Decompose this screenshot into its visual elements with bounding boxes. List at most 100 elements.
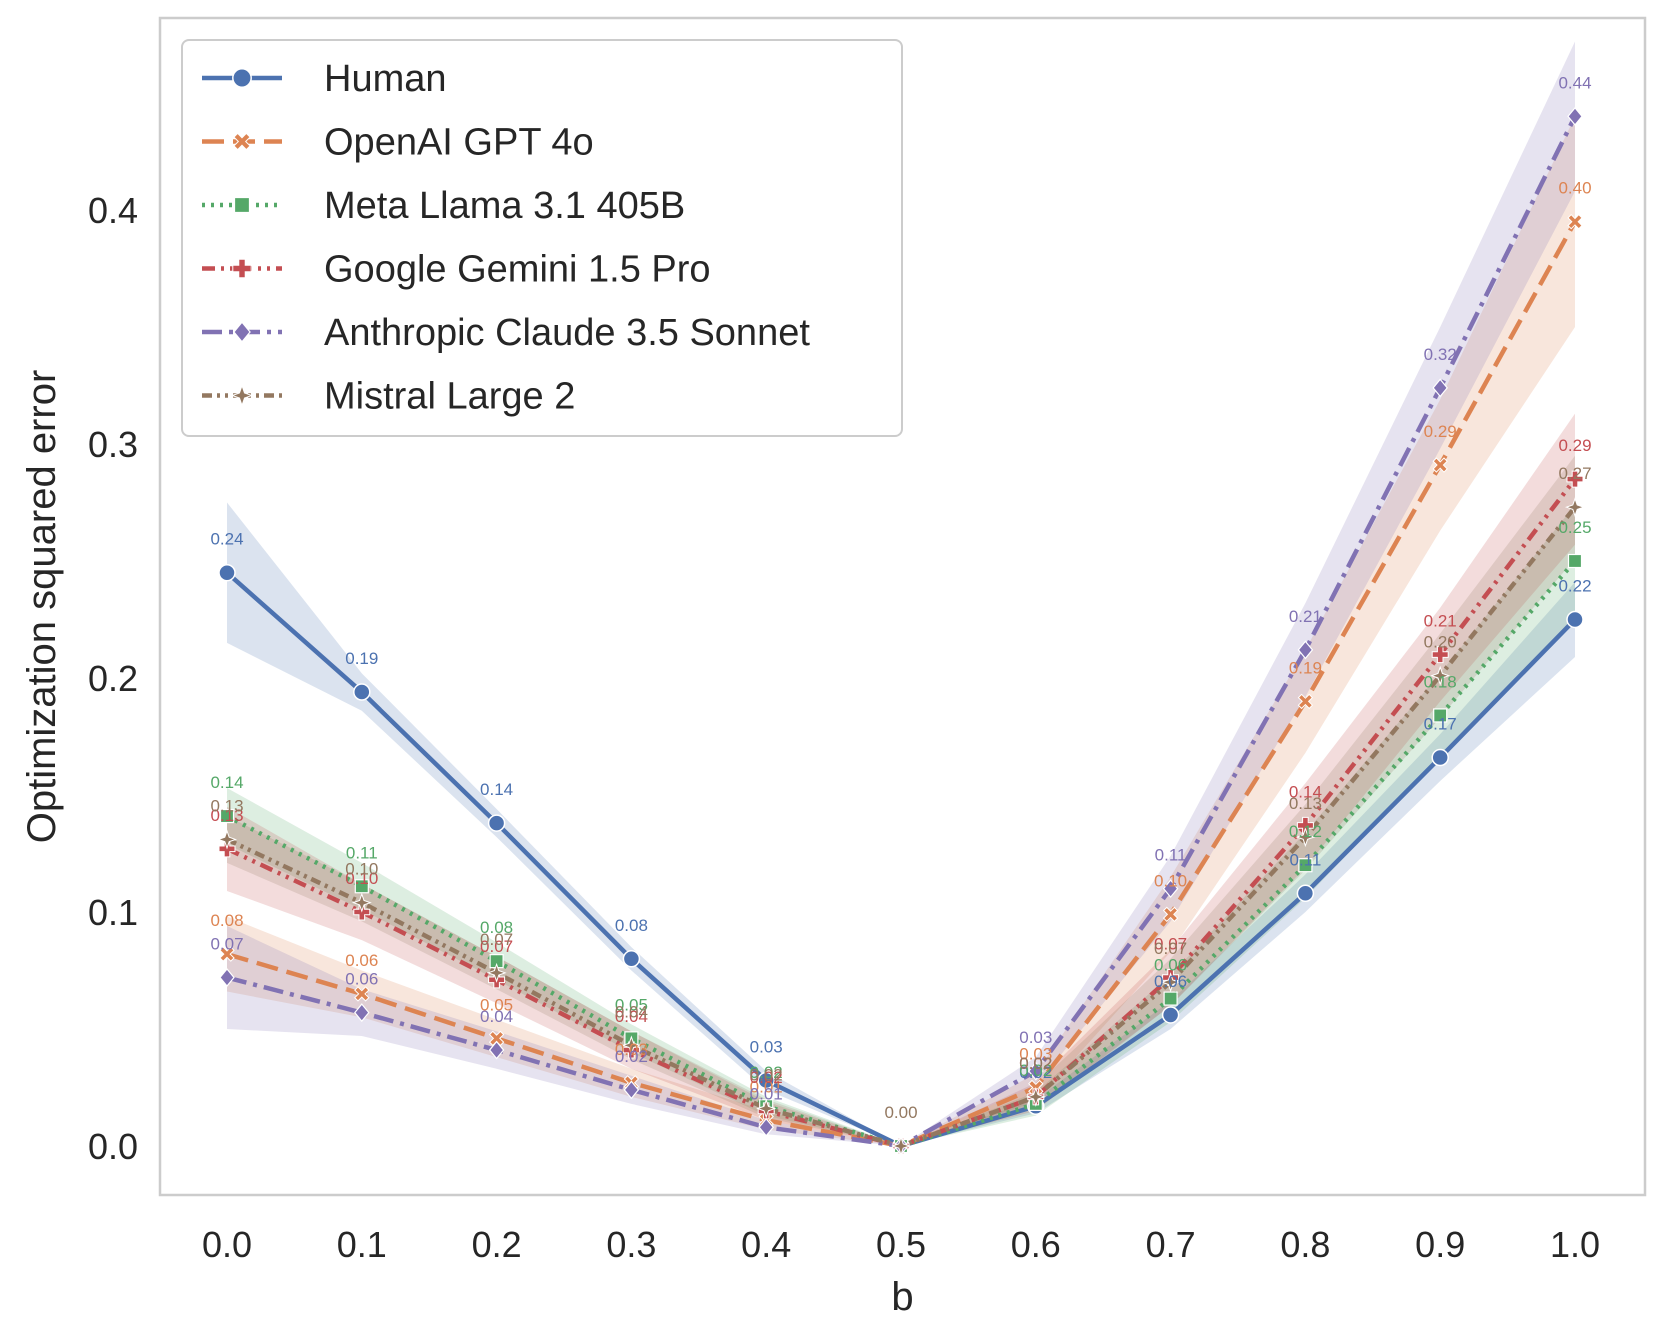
data-label-google-gemini-1-5-pro-3: 0.04 (615, 1007, 648, 1026)
point-openai-gpt-4o-2 (488, 1030, 505, 1047)
point-mistral-large-2-5 (890, 1135, 912, 1157)
point-anthropic-claude-3-5-sonnet-7 (1162, 879, 1179, 899)
point-anthropic-claude-3-5-sonnet-2 (488, 1040, 505, 1060)
data-label-meta-llama-3-1-405b-3: 0.05 (615, 995, 648, 1014)
data-label-anthropic-claude-3-5-sonnet-9: 0.32 (1424, 345, 1457, 364)
legend-entry-mistral-large-2: Mistral Large 2 (202, 376, 575, 418)
x-axis-label: b (891, 1275, 913, 1319)
point-openai-gpt-4o-8 (1297, 693, 1314, 710)
data-label-meta-llama-3-1-405b-7: 0.06 (1154, 956, 1187, 975)
point-human-1 (353, 683, 371, 701)
point-google-gemini-1-5-pro-9 (1431, 646, 1449, 664)
data-label-anthropic-claude-3-5-sonnet-7: 0.11 (1155, 846, 1187, 865)
point-openai-gpt-4o-9 (1432, 457, 1448, 473)
data-label-human-4: 0.03 (750, 1037, 783, 1056)
point-google-gemini-1-5-pro-10 (1566, 470, 1584, 488)
line-meta-llama-3-1-405b (225, 559, 1577, 1149)
data-label-anthropic-claude-3-5-sonnet-4: 0.01 (750, 1084, 783, 1103)
point-meta-llama-3-1-405b-0 (219, 808, 235, 824)
data-label-openai-gpt-4o-7: 0.10 (1154, 871, 1187, 890)
data-label-meta-llama-3-1-405b-2: 0.08 (480, 918, 513, 937)
data-label-google-gemini-1-5-pro-1: 0.10 (345, 869, 378, 888)
data-label-mistral-large-2-1: 0.10 (345, 860, 378, 879)
series-markers (216, 106, 1586, 1157)
data-label-meta-llama-3-1-405b-4: 0.02 (750, 1063, 783, 1082)
data-label-mistral-large-2-7: 0.07 (1154, 939, 1187, 958)
data-label-openai-gpt-4o-0: 0.08 (210, 911, 243, 930)
data-label-openai-gpt-4o-6: 0.03 (1019, 1045, 1052, 1064)
data-label-anthropic-claude-3-5-sonnet-0: 0.07 (210, 935, 243, 954)
point-human-0 (218, 563, 236, 582)
data-label-mistral-large-2-4: 0.02 (750, 1066, 783, 1085)
point-mistral-large-2-9 (1430, 665, 1451, 686)
data-label-meta-llama-3-1-405b-8: 0.12 (1289, 822, 1322, 841)
point-mistral-large-2-1 (351, 892, 372, 913)
point-meta-llama-3-1-405b-8 (1298, 858, 1313, 873)
legend-marker (233, 196, 251, 214)
legend-entry-human: Human (202, 58, 447, 100)
x-tick-label: 1.0 (1550, 1224, 1600, 1265)
x-tick-label: 0.1 (337, 1224, 387, 1265)
point-openai-gpt-4o-7 (1162, 906, 1179, 923)
data-label-openai-gpt-4o-1: 0.06 (345, 951, 378, 970)
y-tick-label: 0.3 (88, 424, 138, 465)
data-label-mistral-large-2-6: 0.02 (1019, 1054, 1052, 1073)
legend-label: Meta Llama 3.1 405B (324, 185, 685, 227)
y-tick-label: 0.4 (88, 190, 138, 231)
data-label-openai-gpt-4o-4: 0.01 (750, 1077, 783, 1096)
x-tick-label: 0.3 (606, 1224, 656, 1265)
data-label-openai-gpt-4o-8: 0.19 (1289, 658, 1322, 677)
y-axis-label: Optimization squared error (20, 370, 64, 844)
point-anthropic-claude-3-5-sonnet-4 (758, 1117, 774, 1137)
data-label-mistral-large-2-9: 0.20 (1424, 633, 1457, 652)
legend-marker (233, 132, 251, 151)
data-label-google-gemini-1-5-pro-4: 0.02 (750, 1068, 783, 1087)
data-label-anthropic-claude-3-5-sonnet-2: 0.04 (480, 1007, 513, 1026)
data-label-mistral-large-2-3: 0.04 (615, 1002, 648, 1021)
legend-label: Human (324, 58, 447, 100)
legend-label: Google Gemini 1.5 Pro (324, 249, 711, 291)
point-human-4 (757, 1071, 775, 1090)
plot-frame-group (158, 16, 1647, 1197)
point-openai-gpt-4o-1 (354, 986, 370, 1002)
point-human-10 (1566, 610, 1584, 629)
legend-entry-openai-gpt-4o: OpenAI GPT 4o (202, 122, 594, 164)
point-human-3 (622, 950, 641, 968)
x-tick-label: 0.7 (1146, 1224, 1196, 1265)
point-human-2 (487, 814, 506, 832)
point-anthropic-claude-3-5-sonnet-0 (219, 968, 235, 987)
data-label-human-8: 0.11 (1289, 850, 1321, 869)
point-openai-gpt-4o-0 (219, 946, 235, 962)
data-label-mistral-large-2-10: 0.27 (1558, 464, 1591, 483)
data-label-openai-gpt-4o-3: 0.03 (615, 1040, 648, 1059)
data-label-google-gemini-1-5-pro-8: 0.14 (1289, 782, 1322, 801)
data-label-mistral-large-2-2: 0.07 (480, 930, 513, 949)
point-mistral-large-2-7 (1160, 972, 1181, 993)
data-label-anthropic-claude-3-5-sonnet-6: 0.03 (1019, 1028, 1052, 1047)
data-label-meta-llama-3-1-405b-9: 0.18 (1424, 672, 1457, 691)
point-mistral-large-2-10 (1564, 497, 1586, 518)
data-label-openai-gpt-4o-2: 0.05 (480, 995, 513, 1014)
point-anthropic-claude-3-5-sonnet-3 (623, 1080, 640, 1100)
y-tick-label: 0.1 (88, 892, 138, 933)
point-mistral-large-2-4 (756, 1098, 777, 1119)
data-label-meta-llama-3-1-405b-6: 0.02 (1019, 1061, 1052, 1080)
axes: 0.0 0.1 0.2 0.3 0.4 0.5 0.6 0.7 0.8 0.9 1.00.00.10… (20, 190, 1600, 1319)
data-label-meta-llama-3-1-405b-10: 0.25 (1558, 518, 1591, 537)
legend-label: OpenAI GPT 4o (324, 122, 594, 164)
legend-entry-google-gemini-1-5-pro: Google Gemini 1.5 Pro (202, 249, 711, 291)
plot-frame (158, 16, 1647, 1197)
data-labels: 0.240.190.140.080.030.020.060.110.170.22… (210, 73, 1591, 1122)
data-label-google-gemini-1-5-pro-10: 0.29 (1558, 436, 1591, 455)
data-label-google-gemini-1-5-pro-0: 0.13 (210, 806, 243, 825)
point-anthropic-claude-3-5-sonnet-9 (1432, 378, 1448, 398)
data-label-google-gemini-1-5-pro-9: 0.21 (1424, 612, 1457, 631)
point-meta-llama-3-1-405b-9 (1433, 708, 1448, 723)
x-tick-label: 0.8 (1280, 1224, 1330, 1265)
point-anthropic-claude-3-5-sonnet-10 (1567, 106, 1583, 126)
data-label-human-0: 0.24 (210, 530, 243, 549)
data-label-google-gemini-1-5-pro-7: 0.07 (1154, 935, 1187, 954)
data-label-meta-llama-3-1-405b-0: 0.14 (210, 773, 243, 792)
point-anthropic-claude-3-5-sonnet-8 (1297, 640, 1314, 660)
